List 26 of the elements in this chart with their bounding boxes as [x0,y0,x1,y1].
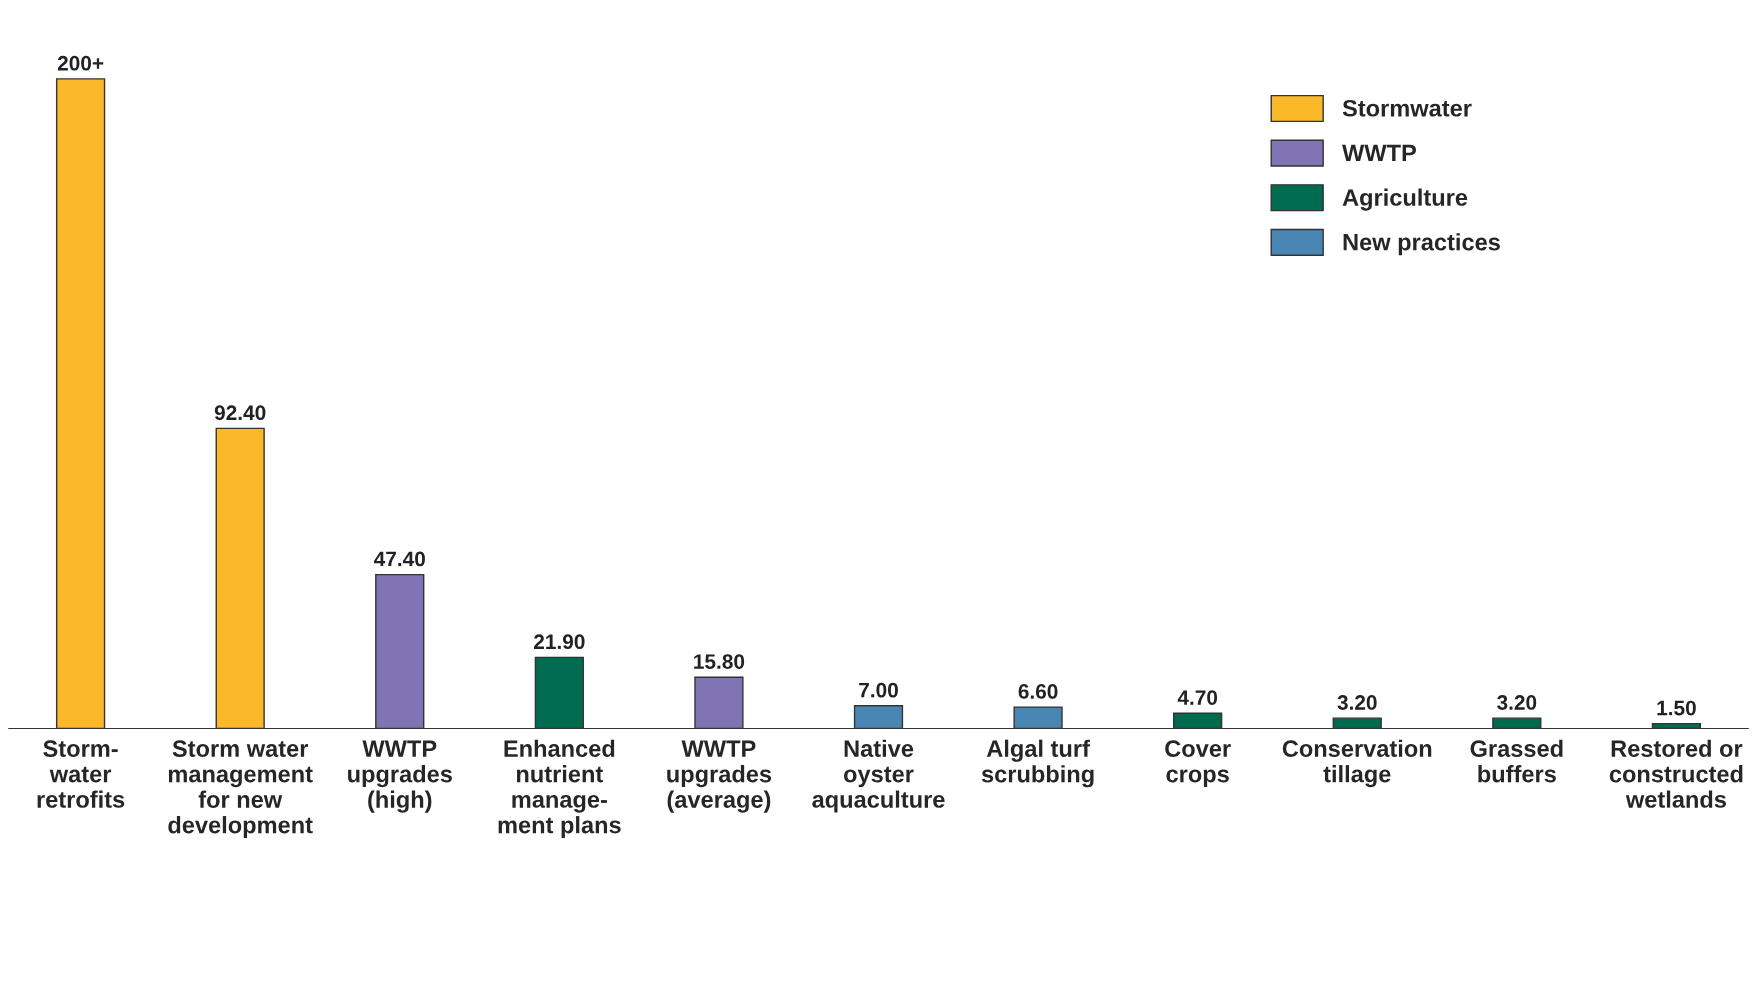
legend-label: Agriculture [1342,188,1468,211]
x-tick-label: Restored or constructed wetlands [1609,739,1743,808]
x-tick-label: Storm- water retrofits [37,740,125,808]
data-label: 15.80 [694,654,745,669]
data-label: 3.20 [1497,695,1537,710]
legend-label: WWTP [1342,144,1416,161]
x-tick-label: Algal turf scrubbing [981,739,1094,788]
x-tick-label: Cover crops [1165,740,1231,788]
data-label: 3.20 [1337,695,1377,710]
data-label: 4.70 [1177,690,1218,705]
data-label: 47.40 [374,551,425,567]
legend-label: Stormwater [1342,99,1472,117]
data-label: 1.50 [1657,700,1696,716]
x-tick-label: WWTP upgrades (high) [348,740,452,813]
data-label: 92.40 [214,405,266,421]
x-tick-label: Enhanced nutrient manage- ment plans [498,739,621,839]
data-label: 6.60 [1018,684,1058,699]
legend-label: New practices [1343,233,1500,256]
data-label: 21.90 [534,634,585,650]
data-label: 200+ [57,55,104,71]
data-label: 7.00 [859,682,898,698]
x-tick-label: Grassed buffers [1470,739,1563,783]
x-tick-label: Native oyster aquaculture [812,739,945,813]
x-tick-label: Conservation tillage [1282,739,1432,788]
x-tick-label: WWTP upgrades (average) [667,740,772,813]
x-tick-label: Storm water management for new development [168,740,313,839]
